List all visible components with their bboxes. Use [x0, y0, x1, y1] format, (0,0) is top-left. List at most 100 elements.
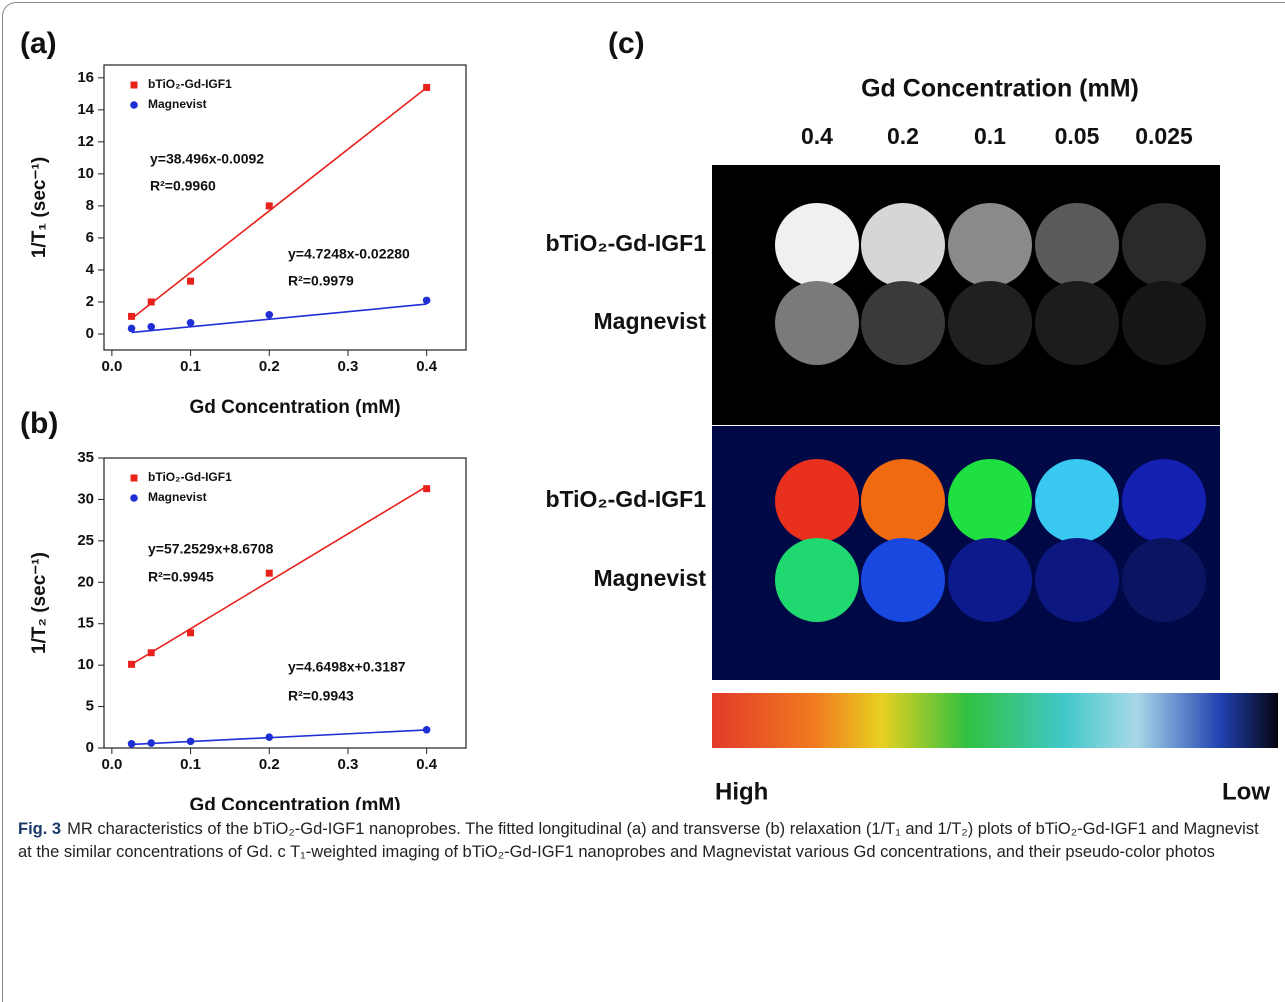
y-axis-title: 1/T₁ (sec⁻¹) — [29, 157, 50, 258]
point — [423, 726, 431, 734]
x-tick-label: 0.1 — [180, 358, 201, 375]
phantom — [861, 538, 945, 622]
x-tick-label: 0.4 — [416, 756, 438, 773]
concentration-label: 0.2 — [887, 123, 919, 149]
phantom — [948, 203, 1032, 287]
y-tick-label: 0 — [86, 325, 94, 342]
caption-label: Fig. 3 — [18, 820, 61, 838]
y-tick-label: 25 — [77, 532, 94, 549]
legend-label: bTiO₂-Gd-IGF1 — [148, 470, 232, 484]
y-tick-label: 12 — [77, 133, 94, 150]
point — [423, 84, 430, 91]
annotation: y=4.6498x+0.3187 — [288, 659, 406, 675]
phantom — [1035, 538, 1119, 622]
panel-label: (a) — [20, 27, 57, 60]
phantom — [1035, 203, 1119, 287]
panel-label: (b) — [20, 407, 58, 440]
phantom — [775, 281, 859, 365]
fit-line — [132, 730, 427, 744]
point — [128, 325, 136, 333]
concentration-label: 0.05 — [1055, 123, 1100, 149]
phantom — [861, 459, 945, 543]
y-tick-label: 35 — [77, 449, 94, 466]
concentration-label: 0.1 — [974, 123, 1006, 149]
y-tick-label: 6 — [86, 229, 94, 246]
caption-text: MR characteristics of the bTiO₂-Gd-IGF1 … — [18, 820, 1259, 861]
scale-high: High — [715, 778, 768, 805]
legend-label: Magnevist — [148, 97, 207, 111]
phantom — [1035, 281, 1119, 365]
legend-marker — [131, 475, 138, 482]
point — [423, 297, 431, 305]
point — [147, 323, 155, 331]
legend-marker — [131, 82, 138, 89]
y-tick-label: 10 — [77, 165, 94, 182]
figure-graphics: (c) Gd Concentration (mM) High Low 0.40.… — [0, 0, 1285, 810]
y-tick-label: 5 — [86, 698, 94, 715]
point — [266, 570, 273, 577]
color-scale — [712, 693, 1278, 748]
phantom — [775, 203, 859, 287]
phantom — [948, 538, 1032, 622]
x-tick-label: 0.2 — [259, 756, 280, 773]
point — [187, 629, 194, 636]
y-tick-label: 30 — [77, 490, 94, 507]
phantom — [861, 203, 945, 287]
row-label: Magnevist — [594, 308, 707, 334]
annotation: y=4.7248x-0.02280 — [288, 246, 410, 262]
legend-label: bTiO₂-Gd-IGF1 — [148, 77, 232, 91]
point — [147, 739, 155, 747]
annotation: R²=0.9979 — [288, 273, 354, 289]
y-tick-label: 20 — [77, 573, 94, 590]
phantom — [948, 281, 1032, 365]
row-label: bTiO₂-Gd-IGF1 — [545, 486, 706, 512]
x-tick-label: 0.3 — [338, 756, 359, 773]
y-tick-label: 10 — [77, 656, 94, 673]
legend-marker — [130, 494, 138, 502]
point — [187, 278, 194, 285]
x-axis-title: Gd Concentration (mM) — [189, 795, 400, 810]
x-tick-label: 0.2 — [259, 358, 280, 375]
point — [266, 202, 273, 209]
phantom — [1035, 459, 1119, 543]
fit-line — [132, 88, 427, 319]
phantom — [1122, 538, 1206, 622]
legend-label: Magnevist — [148, 490, 207, 504]
point — [128, 740, 136, 748]
phantom — [775, 459, 859, 543]
scale-low: Low — [1222, 778, 1270, 805]
x-tick-label: 0.4 — [416, 358, 438, 375]
point — [187, 738, 195, 746]
point — [128, 661, 135, 668]
phantom — [1122, 281, 1206, 365]
y-tick-label: 16 — [77, 69, 94, 86]
y-tick-label: 4 — [86, 261, 95, 278]
annotation: R²=0.9943 — [288, 688, 354, 704]
x-tick-label: 0.1 — [180, 756, 201, 773]
annotation: y=38.496x-0.0092 — [150, 151, 264, 167]
x-tick-label: 0.0 — [101, 358, 122, 375]
concentration-label: 0.025 — [1135, 123, 1193, 149]
phantom — [948, 459, 1032, 543]
phantom — [861, 281, 945, 365]
y-tick-label: 0 — [86, 739, 94, 756]
point — [128, 313, 135, 320]
y-tick-label: 15 — [77, 615, 94, 632]
legend-marker — [130, 101, 138, 109]
point — [187, 319, 195, 327]
point — [265, 311, 273, 319]
fit-line — [132, 304, 427, 332]
y-tick-label: 2 — [86, 293, 94, 310]
point — [423, 485, 430, 492]
x-axis-title: Gd Concentration (mM) — [189, 397, 400, 418]
phantom — [775, 538, 859, 622]
caption: Fig. 3MR characteristics of the bTiO₂-Gd… — [18, 818, 1273, 864]
phantom — [1122, 459, 1206, 543]
point — [265, 733, 273, 741]
point — [148, 649, 155, 656]
panel-title: Gd Concentration (mM) — [861, 75, 1139, 103]
annotation: y=57.2529x+8.6708 — [148, 541, 274, 557]
concentration-label: 0.4 — [801, 123, 833, 149]
point — [148, 298, 155, 305]
x-tick-label: 0.0 — [101, 756, 122, 773]
